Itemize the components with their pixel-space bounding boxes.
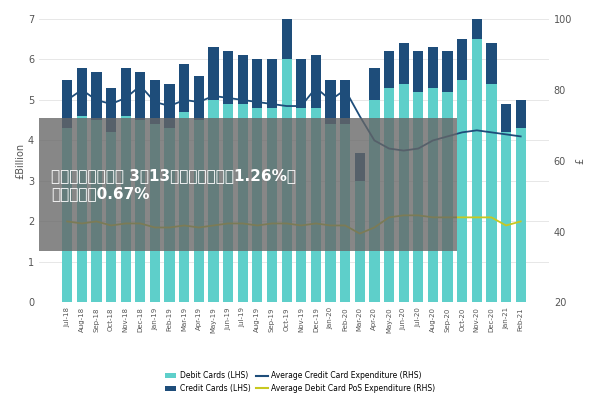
Bar bbox=[281, 60, 292, 302]
Bar bbox=[121, 116, 131, 302]
Bar bbox=[311, 108, 321, 302]
Bar bbox=[62, 128, 73, 302]
Bar bbox=[442, 92, 452, 302]
Bar bbox=[501, 132, 511, 302]
Bar bbox=[472, 0, 482, 39]
Bar bbox=[208, 100, 218, 302]
Text: 股票杆杆交易软件 3月13日新化转债下跃1.26%，
转股溢价獰0.67%: 股票杆杆交易软件 3月13日新化转债下跃1.26%， 转股溢价獰0.67% bbox=[52, 168, 296, 201]
Bar bbox=[252, 60, 262, 108]
Bar bbox=[384, 88, 394, 302]
Bar bbox=[515, 100, 526, 128]
Bar bbox=[238, 104, 248, 302]
Bar bbox=[267, 108, 277, 302]
Bar bbox=[384, 51, 394, 88]
Bar bbox=[487, 43, 497, 84]
Bar bbox=[501, 104, 511, 132]
Bar bbox=[223, 104, 233, 302]
Bar bbox=[472, 39, 482, 302]
Bar bbox=[267, 60, 277, 108]
Bar bbox=[194, 76, 204, 120]
Bar bbox=[325, 80, 335, 124]
Bar bbox=[398, 43, 409, 84]
Bar bbox=[150, 124, 160, 302]
Bar bbox=[413, 92, 424, 302]
Bar bbox=[369, 68, 380, 100]
Bar bbox=[194, 120, 204, 302]
Bar bbox=[311, 56, 321, 108]
Bar bbox=[164, 84, 175, 128]
Bar bbox=[179, 64, 190, 112]
Bar bbox=[340, 80, 350, 124]
Bar bbox=[62, 80, 73, 128]
Bar bbox=[325, 124, 335, 302]
Bar bbox=[91, 72, 101, 120]
Bar bbox=[121, 68, 131, 116]
Bar bbox=[238, 56, 248, 104]
Bar bbox=[428, 88, 438, 302]
Bar bbox=[398, 84, 409, 302]
Bar bbox=[164, 128, 175, 302]
Y-axis label: £Billion: £Billion bbox=[15, 143, 25, 179]
Legend: Debit Cards (LHS), Credit Cards (LHS), Average Credit Card Expenditure (RHS), Av: Debit Cards (LHS), Credit Cards (LHS), A… bbox=[162, 368, 438, 396]
Bar bbox=[106, 132, 116, 302]
Bar bbox=[413, 51, 424, 92]
Bar bbox=[340, 124, 350, 302]
Bar bbox=[281, 0, 292, 60]
Bar bbox=[77, 116, 87, 302]
Bar bbox=[135, 120, 145, 302]
Bar bbox=[296, 108, 307, 302]
Bar bbox=[515, 128, 526, 302]
Bar bbox=[442, 51, 452, 92]
Bar bbox=[457, 80, 467, 302]
Bar bbox=[179, 112, 190, 302]
Bar bbox=[208, 47, 218, 100]
Bar bbox=[91, 120, 101, 302]
Bar bbox=[428, 47, 438, 88]
Bar bbox=[487, 84, 497, 302]
Bar bbox=[296, 60, 307, 108]
Bar bbox=[135, 72, 145, 120]
Bar bbox=[223, 51, 233, 104]
Bar bbox=[457, 39, 467, 80]
Bar bbox=[150, 80, 160, 124]
Bar bbox=[355, 152, 365, 181]
Bar bbox=[106, 88, 116, 132]
Bar bbox=[369, 100, 380, 302]
Bar bbox=[355, 181, 365, 302]
Y-axis label: £: £ bbox=[575, 158, 585, 164]
Bar bbox=[252, 108, 262, 302]
Bar bbox=[77, 68, 87, 116]
